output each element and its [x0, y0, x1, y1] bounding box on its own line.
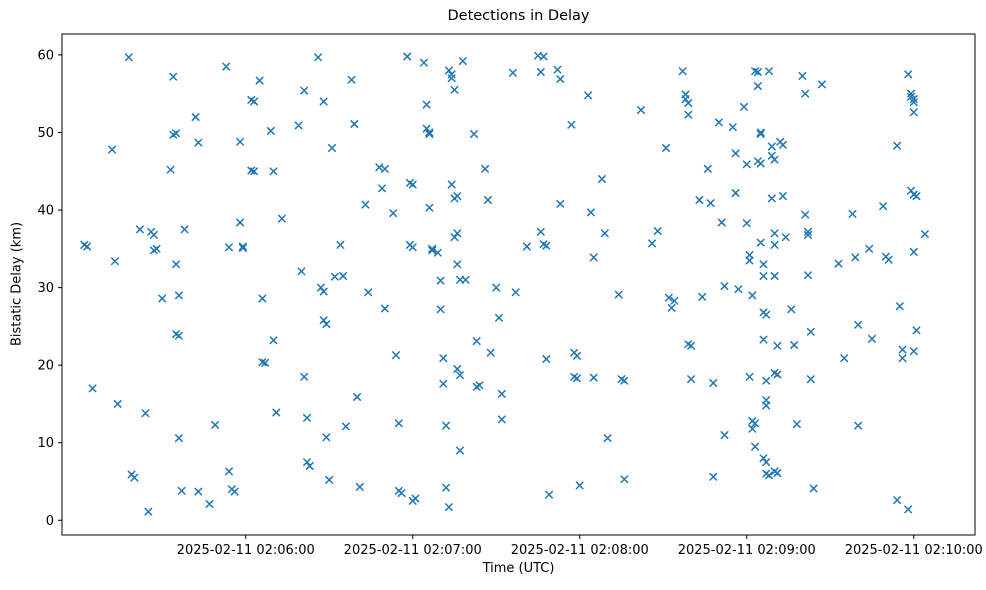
axes-spines: [61, 33, 976, 536]
chart-title: Detections in Delay: [447, 8, 590, 24]
y-tick-label: 50: [37, 126, 54, 141]
x-tick-label: 2025-02-11 02:09:00: [678, 543, 816, 558]
x-tick-label: 2025-02-11 02:06:00: [177, 543, 315, 558]
y-tick-label: 0: [46, 514, 54, 529]
y-axis-label: Bistatic Delay (km): [9, 221, 25, 347]
y-tick-label: 60: [37, 48, 54, 63]
y-tick-label: 10: [37, 436, 54, 451]
plot-background: [62, 34, 975, 535]
x-tick-label: 2025-02-11 02:08:00: [511, 543, 649, 558]
y-tick-label: 20: [37, 359, 54, 374]
x-tick-label: 2025-02-11 02:10:00: [845, 543, 983, 558]
y-tick-label: 40: [37, 204, 54, 219]
scatter-markers: [80, 51, 929, 516]
y-tick-label: 30: [37, 281, 54, 296]
x-tick-label: 2025-02-11 02:07:00: [344, 543, 482, 558]
x-axis-label: Time (UTC): [482, 561, 555, 576]
